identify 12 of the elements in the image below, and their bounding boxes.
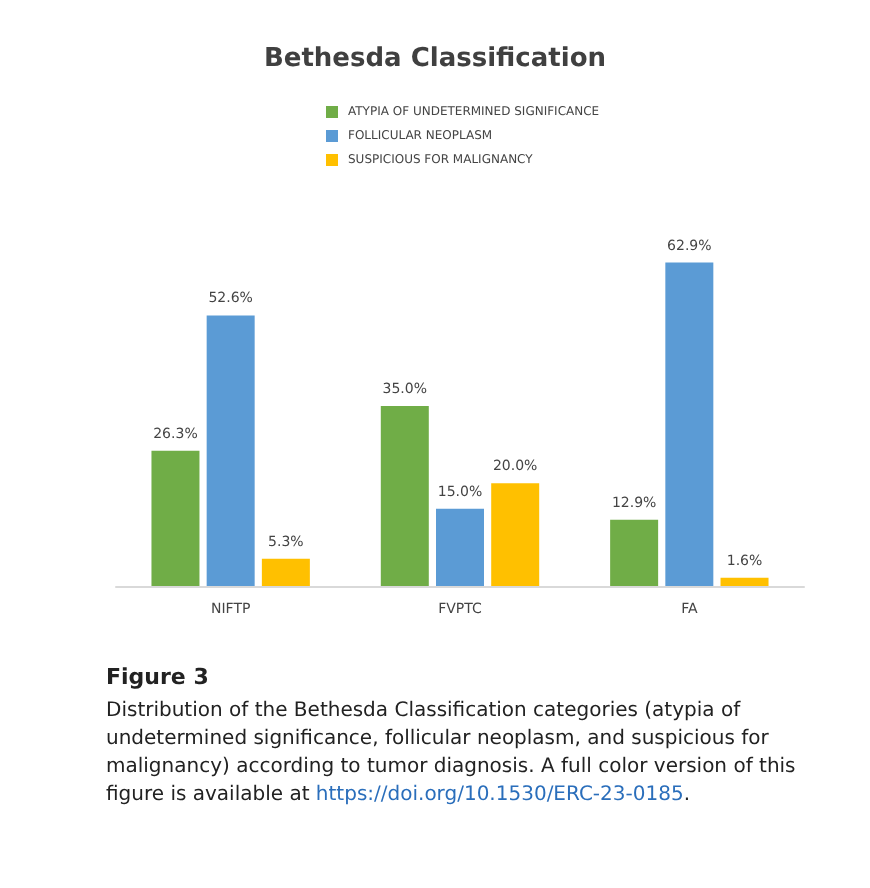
bar	[720, 577, 769, 586]
text: Distribution of the Bethesda Classification categories (atypia of undetermined significance, follicular neoplasm, and suspicious for malignancy) according to tumor diagnosis. A full color version of this figure is available at https://doi.org/10.1530/ERC-23-0185.	[106, 698, 798, 810]
bar	[151, 450, 200, 586]
chart-title: Bethesda Classification	[263, 44, 607, 74]
bar	[206, 315, 255, 586]
bar	[436, 508, 484, 586]
bar	[261, 558, 310, 586]
bar	[665, 262, 714, 586]
bar	[491, 483, 540, 586]
bar	[610, 519, 659, 586]
bar	[380, 406, 429, 586]
caption: Figure 3	[106, 664, 211, 690]
